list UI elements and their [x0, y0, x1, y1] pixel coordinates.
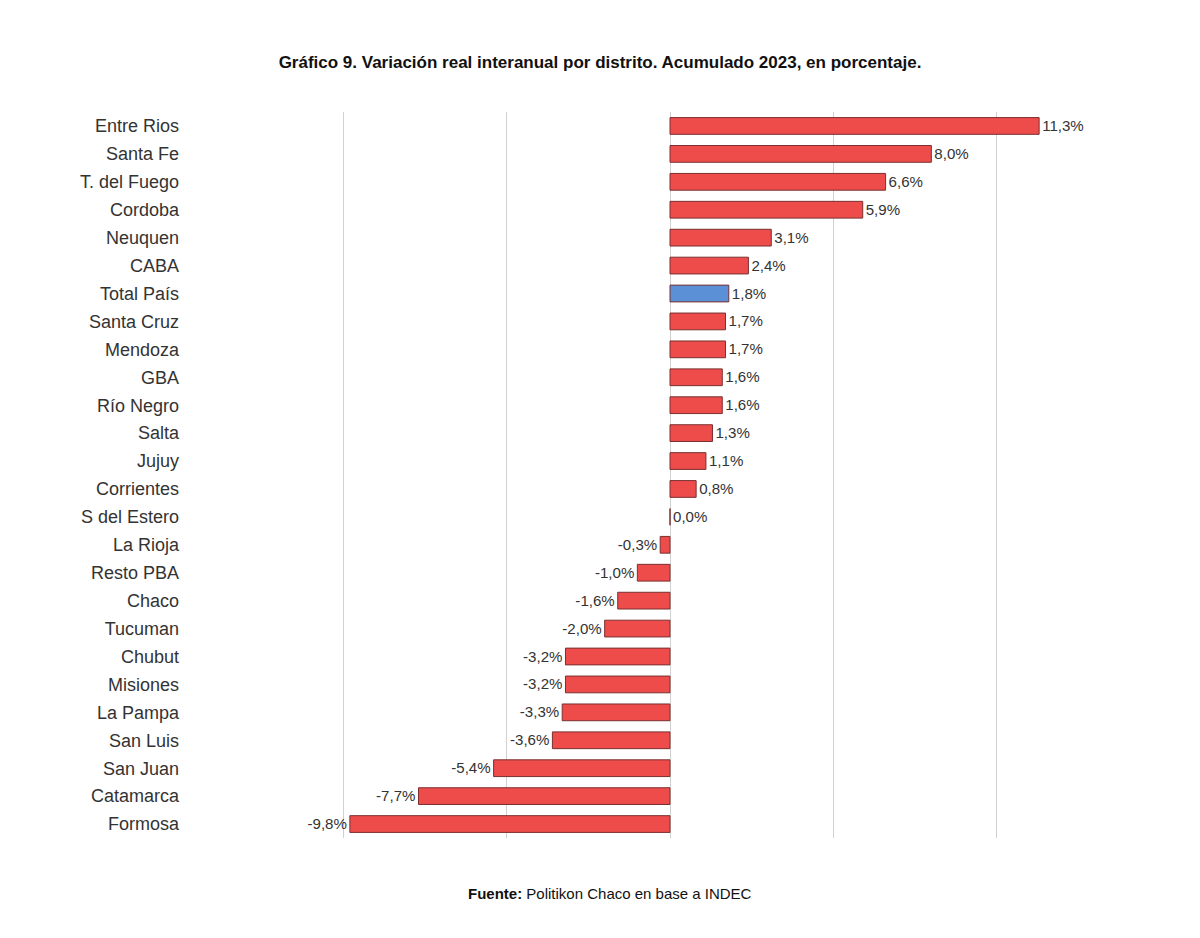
- svg-text:San Luis: San Luis: [109, 731, 179, 751]
- svg-text:-3,3%: -3,3%: [520, 703, 559, 720]
- svg-text:11,3%: 11,3%: [1042, 117, 1084, 134]
- svg-text:-0,3%: -0,3%: [618, 536, 657, 553]
- svg-text:0,8%: 0,8%: [699, 480, 733, 497]
- svg-text:-5,4%: -5,4%: [451, 759, 490, 776]
- svg-text:1,7%: 1,7%: [729, 312, 763, 329]
- svg-text:Misiones: Misiones: [108, 675, 179, 695]
- svg-text:Fuente: Politikon Chaco en bas: Fuente: Politikon Chaco en base a INDEC: [468, 885, 752, 902]
- svg-text:-1,6%: -1,6%: [575, 592, 614, 609]
- svg-text:Corrientes: Corrientes: [96, 479, 179, 499]
- svg-text:Total País: Total País: [100, 284, 179, 304]
- svg-text:-2,0%: -2,0%: [562, 620, 601, 637]
- svg-text:Entre Rios: Entre Rios: [95, 116, 179, 136]
- svg-text:Jujuy: Jujuy: [137, 451, 179, 471]
- svg-text:Tucuman: Tucuman: [105, 619, 179, 639]
- svg-text:5,9%: 5,9%: [866, 201, 900, 218]
- svg-text:La Pampa: La Pampa: [97, 703, 180, 723]
- svg-text:Chubut: Chubut: [121, 647, 179, 667]
- svg-text:1,6%: 1,6%: [725, 368, 759, 385]
- svg-text:CABA: CABA: [130, 256, 179, 276]
- svg-text:Gráfico 9. Variación real inte: Gráfico 9. Variación real interanual por…: [279, 53, 922, 72]
- svg-text:1,3%: 1,3%: [715, 424, 749, 441]
- svg-text:-3,2%: -3,2%: [523, 675, 562, 692]
- svg-text:Neuquen: Neuquen: [106, 228, 179, 248]
- svg-text:T. del Fuego: T. del Fuego: [80, 172, 179, 192]
- svg-text:La Rioja: La Rioja: [113, 535, 180, 555]
- svg-text:Catamarca: Catamarca: [91, 786, 180, 806]
- svg-text:-3,6%: -3,6%: [510, 731, 549, 748]
- svg-text:Río Negro: Río Negro: [97, 395, 179, 415]
- svg-text:3,1%: 3,1%: [774, 229, 808, 246]
- svg-text:Formosa: Formosa: [108, 814, 180, 834]
- svg-text:Salta: Salta: [138, 423, 180, 443]
- svg-text:San Juan: San Juan: [103, 758, 179, 778]
- svg-text:S del Estero: S del Estero: [81, 507, 179, 527]
- svg-text:Santa Fe: Santa Fe: [106, 144, 179, 164]
- svg-text:0,0%: 0,0%: [673, 508, 707, 525]
- svg-text:1,1%: 1,1%: [709, 452, 743, 469]
- svg-text:Santa Cruz: Santa Cruz: [89, 312, 179, 332]
- svg-text:Cordoba: Cordoba: [110, 200, 180, 220]
- svg-text:Chaco: Chaco: [127, 591, 179, 611]
- svg-text:-1,0%: -1,0%: [595, 564, 634, 581]
- svg-text:-7,7%: -7,7%: [376, 787, 415, 804]
- svg-text:GBA: GBA: [141, 368, 179, 388]
- svg-text:-3,2%: -3,2%: [523, 648, 562, 665]
- svg-text:8,0%: 8,0%: [934, 145, 968, 162]
- svg-text:1,8%: 1,8%: [732, 285, 766, 302]
- svg-text:1,6%: 1,6%: [725, 396, 759, 413]
- svg-text:Mendoza: Mendoza: [105, 340, 180, 360]
- svg-text:Resto PBA: Resto PBA: [91, 563, 179, 583]
- svg-text:1,7%: 1,7%: [729, 340, 763, 357]
- svg-text:6,6%: 6,6%: [889, 173, 923, 190]
- svg-text:2,4%: 2,4%: [751, 257, 785, 274]
- svg-text:-9,8%: -9,8%: [307, 815, 346, 832]
